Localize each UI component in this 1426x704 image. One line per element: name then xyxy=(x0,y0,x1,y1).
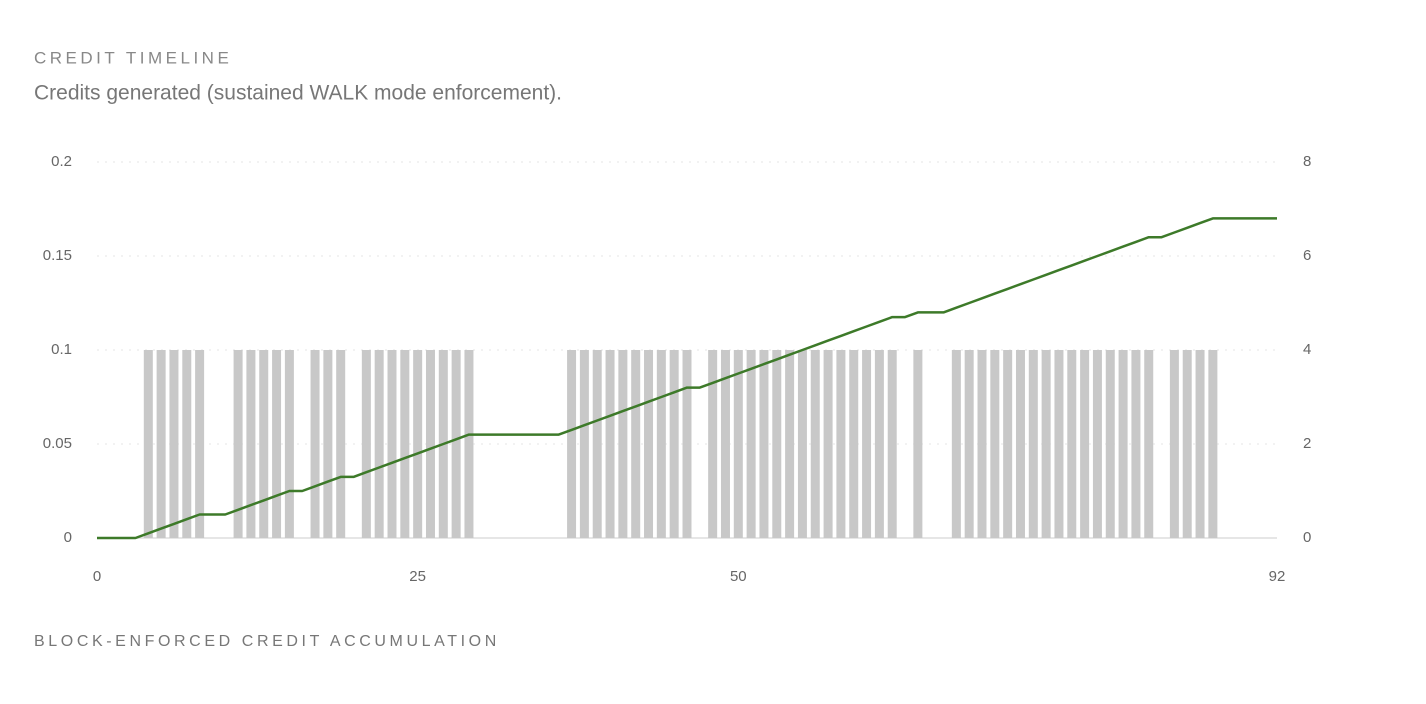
bar xyxy=(464,350,474,538)
bar xyxy=(246,350,256,538)
bar xyxy=(1169,350,1179,538)
chart-subtitle: Credits generated (sustained WALK mode e… xyxy=(34,82,562,105)
y2-tick-label: 8 xyxy=(1303,153,1311,170)
bar xyxy=(862,350,872,538)
y-tick-label: 0 xyxy=(64,529,72,546)
y2-tick-label: 4 xyxy=(1303,341,1311,358)
bar xyxy=(451,350,461,538)
bar xyxy=(579,350,589,538)
bar xyxy=(1003,350,1013,538)
bar xyxy=(1092,350,1102,538)
bar xyxy=(182,350,192,538)
line xyxy=(97,217,1277,540)
bar xyxy=(874,350,884,538)
bar xyxy=(374,350,384,538)
bar xyxy=(656,350,666,538)
bar xyxy=(259,350,269,538)
bar xyxy=(746,350,756,538)
bar xyxy=(336,350,346,538)
bar xyxy=(887,350,897,538)
bar xyxy=(785,350,795,538)
bar xyxy=(1144,350,1154,538)
chart-caption: BLOCK-ENFORCED CREDIT ACCUMULATION xyxy=(34,633,500,650)
bar xyxy=(592,350,602,538)
bar xyxy=(156,350,166,538)
bar xyxy=(400,350,410,538)
bar xyxy=(233,350,243,538)
bar xyxy=(1015,350,1025,538)
y2-tick-label: 0 xyxy=(1303,529,1311,546)
bar xyxy=(669,350,679,538)
bar xyxy=(733,350,743,538)
bar xyxy=(836,350,846,538)
bar xyxy=(1131,350,1141,538)
bar xyxy=(1208,350,1218,538)
y-tick-label: 0.2 xyxy=(51,153,72,170)
bar xyxy=(759,350,769,538)
bar xyxy=(1080,350,1090,538)
bar xyxy=(1195,350,1205,538)
y-tick-label: 0.1 xyxy=(51,341,72,358)
bar xyxy=(823,350,833,538)
bar xyxy=(644,350,654,538)
bar xyxy=(977,350,987,538)
bar xyxy=(361,350,371,538)
bar xyxy=(772,350,782,538)
bar xyxy=(951,350,961,538)
y-tick-label: 0.05 xyxy=(43,435,72,452)
bar xyxy=(143,350,153,538)
chart-title: CREDIT TIMELINE xyxy=(34,48,232,67)
bar xyxy=(631,350,641,538)
bar xyxy=(169,350,179,538)
bar xyxy=(849,350,859,538)
bar xyxy=(990,350,1000,538)
bar xyxy=(1054,350,1064,538)
bar xyxy=(1041,350,1051,538)
bar xyxy=(605,350,615,538)
bar xyxy=(618,350,628,538)
y2-tick-label: 6 xyxy=(1303,247,1311,264)
bar xyxy=(1067,350,1077,538)
bar xyxy=(720,350,730,538)
bar xyxy=(682,350,692,538)
bar xyxy=(323,350,333,538)
bar xyxy=(284,350,294,538)
bar xyxy=(810,350,820,538)
bar xyxy=(387,350,397,538)
bar xyxy=(567,350,577,538)
bar xyxy=(797,350,807,538)
y2-tick-label: 2 xyxy=(1303,435,1311,452)
bar xyxy=(1182,350,1192,538)
x-tick-label: 0 xyxy=(93,568,101,585)
bar xyxy=(413,350,423,538)
bar xyxy=(913,350,923,538)
bar xyxy=(1118,350,1128,538)
x-tick-label: 25 xyxy=(409,568,426,585)
x-tick-label: 92 xyxy=(1269,568,1286,585)
bar xyxy=(310,350,320,538)
bar xyxy=(1105,350,1115,538)
bar xyxy=(1028,350,1038,538)
bar xyxy=(425,350,435,538)
y-tick-label: 0.15 xyxy=(43,247,72,264)
x-tick-label: 50 xyxy=(730,568,747,585)
bar xyxy=(964,350,974,538)
bar xyxy=(195,350,205,538)
bar xyxy=(272,350,282,538)
bar xyxy=(708,350,718,538)
